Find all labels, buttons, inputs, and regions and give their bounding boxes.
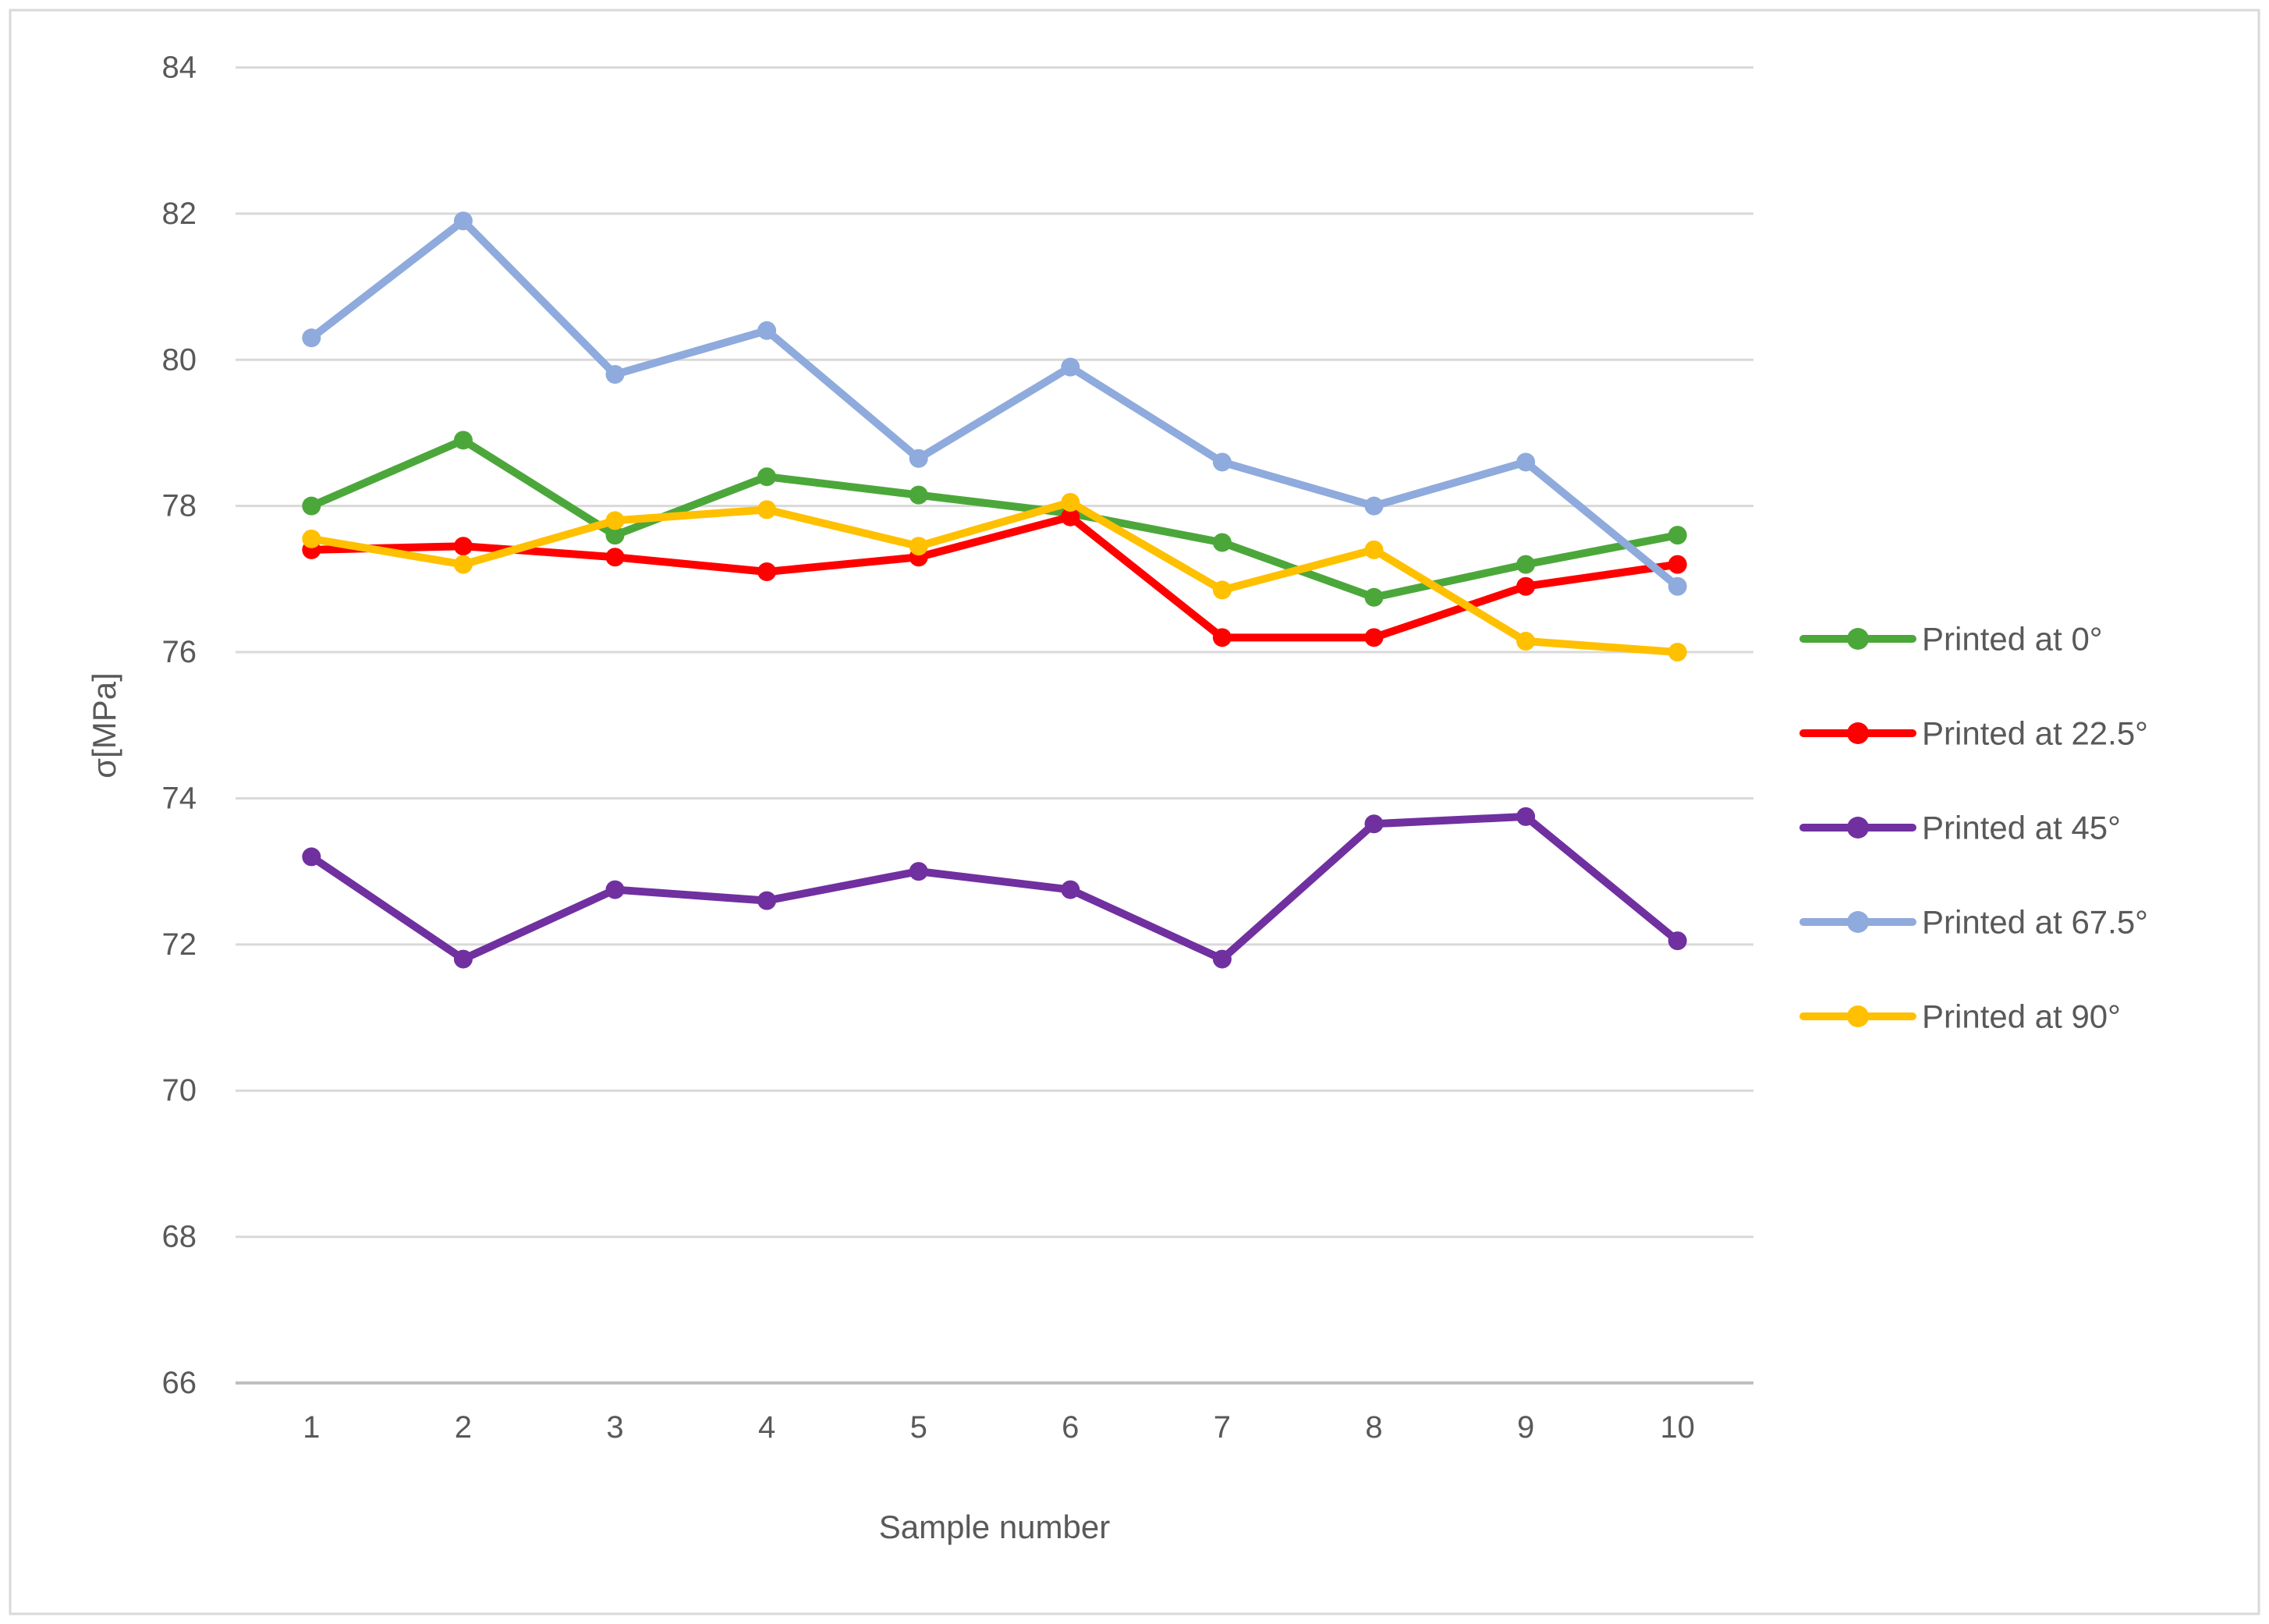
series-marker-3 [302, 328, 321, 348]
series-marker-3 [453, 211, 473, 231]
x-tick-label: 8 [1365, 1410, 1382, 1445]
series-line-0 [307, 436, 1682, 601]
series-marker-1 [1212, 628, 1232, 647]
legend-marker [1847, 817, 1869, 839]
y-tick-label: 72 [162, 927, 197, 962]
y-tick-label: 68 [162, 1220, 197, 1254]
x-tick-label: 2 [455, 1410, 472, 1445]
series-marker-3 [1212, 452, 1232, 472]
legend-label: Printed at 22.5° [1922, 715, 2148, 752]
series-marker-4 [302, 529, 321, 548]
series-marker-4 [757, 500, 777, 519]
y-axis-title: σ[MPa] [86, 672, 122, 778]
legend-marker [1847, 911, 1869, 933]
series-marker-2 [1668, 931, 1687, 951]
series-marker-0 [302, 496, 321, 516]
x-tick-label: 1 [303, 1410, 320, 1445]
series-marker-0 [1516, 555, 1536, 574]
series-marker-4 [1061, 492, 1080, 512]
y-tick-label: 76 [162, 635, 197, 669]
x-tick-label: 6 [1062, 1410, 1079, 1445]
y-tick-label: 84 [162, 51, 197, 85]
x-tick-label: 3 [606, 1410, 623, 1445]
legend-label: Printed at 90° [1922, 998, 2121, 1035]
series-marker-3 [1516, 452, 1536, 472]
legend-marker [1847, 1005, 1869, 1027]
series-marker-4 [1516, 632, 1536, 651]
series-marker-2 [1364, 814, 1384, 834]
series-marker-4 [1364, 540, 1384, 559]
series-marker-4 [1212, 580, 1232, 600]
legend-label: Printed at 0° [1922, 621, 2103, 658]
series-marker-1 [453, 537, 473, 556]
series-marker-3 [757, 321, 777, 340]
series-marker-0 [453, 431, 473, 450]
y-tick-label: 78 [162, 489, 197, 523]
series-marker-2 [1212, 949, 1232, 969]
series-marker-1 [1364, 628, 1384, 647]
series-marker-4 [453, 555, 473, 574]
series-marker-2 [757, 891, 777, 910]
series-marker-3 [909, 449, 928, 468]
series-marker-2 [1061, 880, 1080, 899]
series-marker-2 [1516, 807, 1536, 826]
x-tick-label: 10 [1660, 1410, 1695, 1445]
series-marker-1 [1668, 555, 1687, 574]
series-marker-0 [1668, 526, 1687, 545]
y-tick-label: 70 [162, 1073, 197, 1108]
series-marker-0 [1364, 587, 1384, 607]
series-marker-0 [909, 485, 928, 505]
series-marker-3 [1668, 576, 1687, 596]
legend-label: Printed at 67.5° [1922, 904, 2148, 941]
series-marker-0 [1212, 533, 1232, 552]
series-marker-3 [1364, 496, 1384, 516]
y-tick-label: 82 [162, 197, 197, 231]
legend-marker [1847, 628, 1869, 650]
series-line-2 [307, 812, 1682, 963]
legend-label: Printed at 45° [1922, 810, 2121, 846]
x-tick-label: 5 [910, 1410, 927, 1445]
series-marker-2 [302, 847, 321, 867]
series-line-1 [307, 512, 1682, 642]
series-marker-4 [1668, 643, 1687, 662]
legend-marker [1847, 722, 1869, 744]
series-marker-0 [757, 467, 777, 487]
series-marker-1 [605, 548, 625, 567]
x-axis-title: Sample number [879, 1509, 1110, 1545]
series-line-3 [307, 217, 1682, 590]
series-marker-4 [909, 537, 928, 556]
series-marker-1 [1061, 507, 1080, 527]
series-marker-3 [605, 365, 625, 385]
figure-border [9, 9, 2260, 1615]
y-tick-label: 66 [162, 1366, 197, 1400]
series-marker-2 [909, 862, 928, 881]
x-tick-label: 4 [758, 1410, 775, 1445]
series-line-4 [307, 498, 1682, 657]
series-marker-3 [1061, 357, 1080, 377]
x-tick-label: 9 [1517, 1410, 1534, 1445]
series-marker-2 [605, 880, 625, 899]
series-marker-0 [605, 526, 625, 545]
y-tick-label: 80 [162, 342, 197, 377]
series-marker-4 [605, 511, 625, 530]
y-tick-label: 74 [162, 781, 197, 815]
x-tick-label: 7 [1214, 1410, 1231, 1445]
series-marker-1 [757, 562, 777, 581]
series-marker-1 [1516, 576, 1536, 596]
series-marker-2 [453, 949, 473, 969]
